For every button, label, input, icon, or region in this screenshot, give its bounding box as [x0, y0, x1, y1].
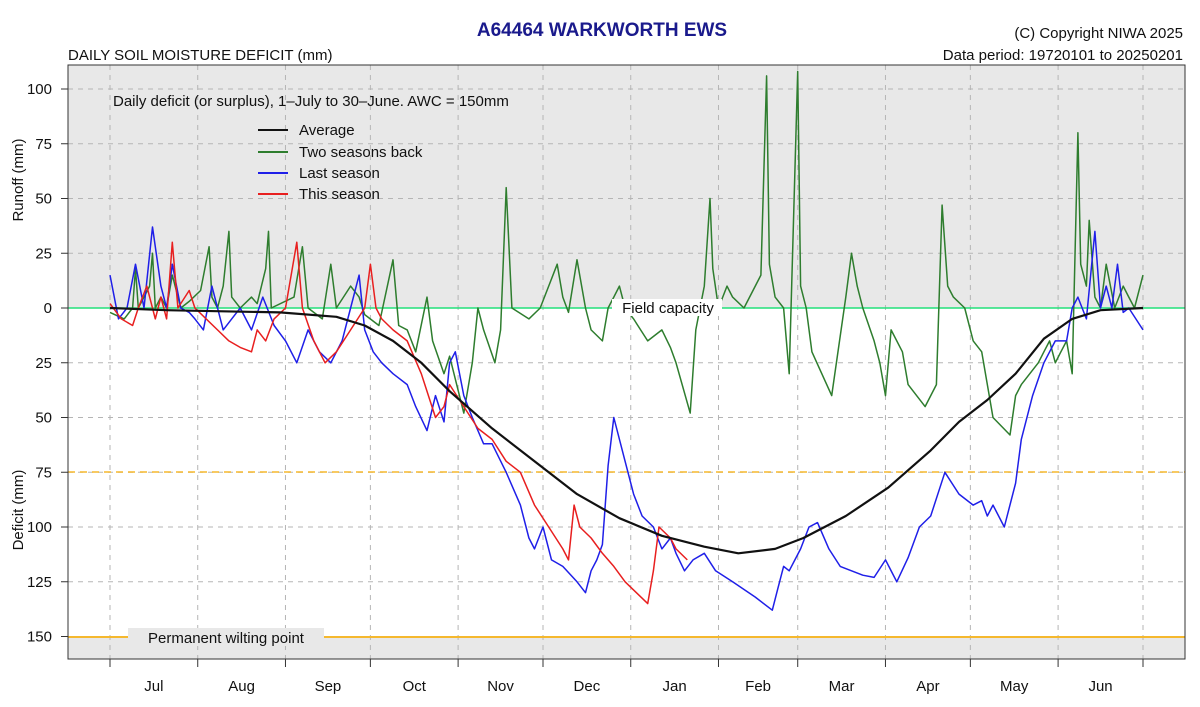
y-axis-label-runoff: Runoff (mm) [10, 138, 27, 221]
y-tick-label: 75 [35, 136, 52, 153]
x-tick-label: Sep [315, 678, 342, 695]
y-axis: 100 75 50 25 0 25 50 75 100 125 150 [27, 81, 68, 646]
x-tick-label: Mar [829, 678, 855, 695]
y-tick-label: 25 [35, 245, 52, 262]
x-tick-label: Apr [916, 678, 939, 695]
x-tick-label: Oct [403, 678, 427, 695]
series-line-last-season [109, 226, 1144, 611]
chart-title: A64464 WARKWORTH EWS [477, 20, 727, 41]
x-tick-label: Jan [663, 678, 687, 695]
x-tick-label: May [1000, 678, 1029, 695]
y-tick-label: 75 [35, 464, 52, 481]
y-tick-label: 50 [35, 191, 52, 208]
x-axis: Jul Aug Sep Oct Nov Dec Jan Feb Mar Apr May Jun [109, 659, 1144, 695]
legend-label-last-season: Last season [299, 165, 380, 182]
chart-subtitle: DAILY SOIL MOISTURE DEFICIT (mm) [68, 47, 332, 64]
legend-label-two-seasons-back: Two seasons back [299, 144, 423, 161]
x-tick-label: Jun [1088, 678, 1112, 695]
wilting-point-label-bg [128, 628, 324, 646]
y-tick-label: 125 [27, 574, 52, 591]
chart-annotation: Daily deficit (or surplus), 1–July to 30… [113, 93, 509, 110]
y-tick-label: 0 [44, 300, 52, 317]
x-tick-label: Dec [574, 678, 601, 695]
wilting-region [68, 637, 1185, 659]
y-tick-label: 100 [27, 81, 52, 98]
surplus-region [68, 65, 1185, 308]
x-tick-label: Feb [745, 678, 771, 695]
data-period-text: Data period: 19720101 to 20250201 [943, 47, 1183, 64]
x-tick-label: Nov [487, 678, 514, 695]
y-axis-label-deficit: Deficit (mm) [10, 470, 27, 551]
y-tick-label: 25 [35, 355, 52, 372]
copyright-text: (C) Copyright NIWA 2025 [1014, 25, 1183, 42]
legend-label-this-season: This season [299, 186, 380, 203]
series-line-this-season [109, 241, 688, 605]
field-capacity-label: Field capacity [622, 300, 714, 317]
series-line-average [109, 306, 1144, 555]
field-capacity-label-bg [612, 299, 722, 316]
y-tick-label: 150 [27, 629, 52, 646]
legend: Average Two seasons back Last season Thi… [258, 122, 423, 203]
y-tick-label: 50 [35, 410, 52, 427]
x-tick-label: Aug [228, 678, 255, 695]
y-tick-label: 100 [27, 519, 52, 536]
x-tick-label: Jul [144, 678, 163, 695]
wilting-point-label: Permanent wilting point [148, 630, 305, 647]
legend-label-average: Average [299, 122, 355, 139]
plot-frame [67, 64, 1186, 660]
